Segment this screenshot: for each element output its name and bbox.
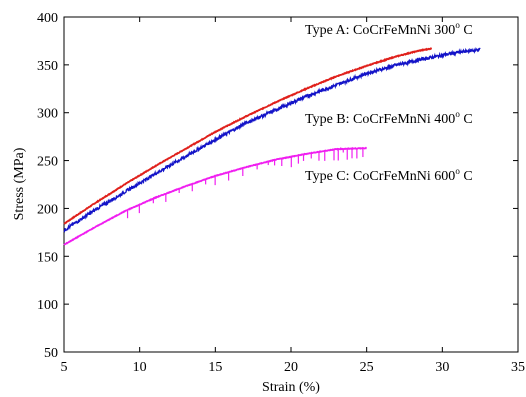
x-axis-label: Strain (%) xyxy=(262,380,320,395)
series-annotation: Type C: CoCrFeMnNi 600o C xyxy=(305,166,473,184)
x-tick-label: 30 xyxy=(435,360,449,375)
series-line xyxy=(63,47,481,233)
series-group xyxy=(63,47,481,246)
series-line xyxy=(63,146,367,246)
x-tick-label: 10 xyxy=(133,360,147,375)
x-tick-label: 20 xyxy=(284,360,298,375)
axis-ticks: 5 10 15 20 25 30 35 50 100 150 200 250 300 350 400 xyxy=(37,11,525,375)
series-annotation: Type B: CoCrFeMnNi 400o C xyxy=(305,109,473,127)
x-tick-label: 5 xyxy=(61,360,68,375)
y-tick-label: 300 xyxy=(37,107,58,122)
y-tick-label: 150 xyxy=(37,250,58,265)
series-annotation: Type A: CoCrFeMnNi 300o C xyxy=(305,20,473,38)
y-tick-label: 350 xyxy=(37,59,58,74)
plot-frame xyxy=(63,16,519,353)
x-tick-label: 35 xyxy=(511,360,525,375)
y-tick-label: 400 xyxy=(37,11,58,26)
y-tick-label: 100 xyxy=(37,298,58,313)
y-axis-label: Stress (MPa) xyxy=(12,147,27,220)
y-tick-label: 250 xyxy=(37,155,58,170)
y-tick-label: 50 xyxy=(44,346,58,361)
series-line xyxy=(63,47,433,225)
annotation-group: Type A: CoCrFeMnNi 300o C Type B: CoCrFeM… xyxy=(305,20,473,184)
y-tick-label: 200 xyxy=(37,202,58,217)
x-tick-label: 25 xyxy=(360,360,374,375)
x-tick-label: 15 xyxy=(208,360,222,375)
